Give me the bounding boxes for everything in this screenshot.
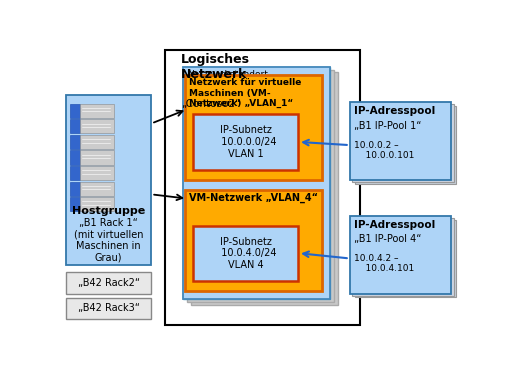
Text: VM-Netzwerk „VLAN_4“: VM-Netzwerk „VLAN_4“ [189, 193, 318, 203]
Bar [80, 181, 114, 196]
Bar [80, 119, 114, 134]
Bar [350, 102, 451, 180]
Bar [185, 75, 322, 180]
Bar [355, 220, 456, 297]
Text: „B1 Rack 1“: „B1 Rack 1“ [79, 219, 138, 229]
Bar [70, 119, 80, 134]
Bar [70, 104, 80, 118]
Bar [165, 50, 359, 325]
Text: „B1 IP-Pool 1“: „B1 IP-Pool 1“ [354, 121, 422, 131]
Text: 10.0.4.2 –
    10.0.4.101: 10.0.4.2 – 10.0.4.101 [354, 254, 415, 273]
Bar [70, 181, 80, 196]
Text: „B1 IP-Pool 4“: „B1 IP-Pool 4“ [354, 234, 422, 244]
Text: „Contoso2“: „Contoso2“ [181, 99, 241, 109]
Text: IP-Adresspool: IP-Adresspool [354, 106, 436, 117]
Text: (mit virtuellen
Maschinen in
Grau): (mit virtuellen Maschinen in Grau) [74, 230, 143, 263]
Bar [80, 197, 114, 211]
Bar [355, 106, 456, 184]
Text: „B42 Rack2“: „B42 Rack2“ [78, 278, 140, 288]
Bar [70, 197, 80, 211]
Bar [80, 135, 114, 149]
Bar [70, 166, 80, 180]
Text: Logisches
Netzwerk: Logisches Netzwerk [181, 53, 250, 81]
Text: Hostgruppe: Hostgruppe [72, 206, 145, 216]
Bar [80, 151, 114, 164]
Bar [187, 70, 334, 302]
Bar [350, 216, 451, 294]
Bar [352, 217, 454, 296]
Text: 10.0.0.2 –
    10.0.0.101: 10.0.0.2 – 10.0.0.101 [354, 141, 415, 160]
Bar [352, 104, 454, 182]
Text: IP-Adresspool: IP-Adresspool [354, 220, 436, 230]
Bar [183, 67, 330, 299]
Bar [193, 114, 298, 170]
Text: Netzwerk für virtuelle
Maschinen (VM-
Netzwerk) „VLAN_1“: Netzwerk für virtuelle Maschinen (VM- Ne… [189, 78, 302, 108]
Bar [183, 67, 330, 299]
Bar [191, 72, 338, 305]
Bar [70, 151, 80, 164]
Text: „B42 Rack3“: „B42 Rack3“ [78, 303, 140, 314]
Bar [70, 135, 80, 149]
Bar [66, 298, 152, 319]
Text: IP-Subnetz
  10.0.0.0/24
VLAN 1: IP-Subnetz 10.0.0.0/24 VLAN 1 [215, 125, 276, 159]
Bar [66, 272, 152, 294]
Text: IP-Subnetz
  10.0.4.0/24
VLAN 4: IP-Subnetz 10.0.4.0/24 VLAN 4 [215, 237, 276, 270]
Bar [185, 190, 322, 291]
Bar [66, 95, 152, 265]
Text: Netzwerkstandort: Netzwerkstandort [187, 70, 268, 79]
Bar [193, 226, 298, 281]
Text: „Contoso2_Gebäude2: „Contoso2_Gebäude2 [187, 81, 285, 90]
Bar [80, 166, 114, 180]
Bar [80, 104, 114, 118]
Text: “: “ [187, 92, 191, 101]
